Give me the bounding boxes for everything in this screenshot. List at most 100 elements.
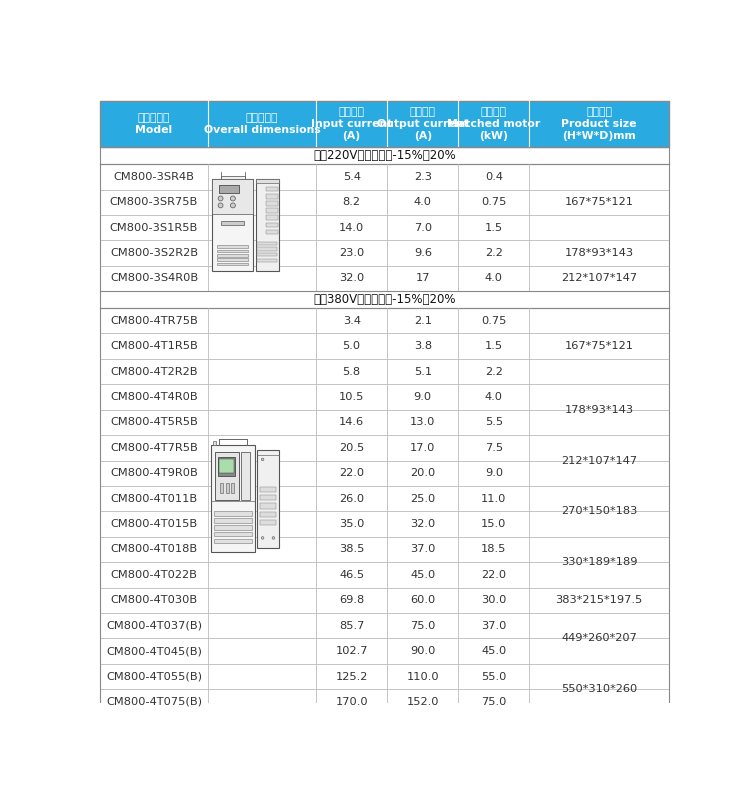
Text: 9.6: 9.6 bbox=[414, 248, 432, 258]
Text: 0.75: 0.75 bbox=[482, 198, 506, 207]
Text: 20.5: 20.5 bbox=[339, 443, 364, 453]
Text: CM800-3S4R0B: CM800-3S4R0B bbox=[110, 273, 198, 284]
Text: CM800-4T011B: CM800-4T011B bbox=[110, 494, 197, 504]
Bar bbox=[100, 101, 669, 147]
Text: CM800-4T5R5B: CM800-4T5R5B bbox=[110, 417, 198, 427]
Bar bbox=[100, 292, 669, 308]
Text: 3.8: 3.8 bbox=[414, 341, 432, 352]
Text: 3.4: 3.4 bbox=[343, 316, 361, 325]
Circle shape bbox=[230, 196, 236, 201]
Bar bbox=[266, 216, 278, 220]
Bar bbox=[100, 147, 669, 164]
Text: CM800-4T7R5B: CM800-4T7R5B bbox=[110, 443, 198, 453]
Text: 11.0: 11.0 bbox=[482, 494, 506, 504]
Text: 14.6: 14.6 bbox=[339, 417, 364, 427]
Text: 4.0: 4.0 bbox=[485, 392, 503, 402]
Text: 383*215*197.5: 383*215*197.5 bbox=[556, 596, 643, 605]
Bar bbox=[266, 194, 278, 198]
Circle shape bbox=[230, 203, 236, 208]
Text: 8.2: 8.2 bbox=[343, 198, 361, 207]
Text: 9.0: 9.0 bbox=[484, 468, 503, 478]
Text: 0.75: 0.75 bbox=[482, 316, 506, 325]
Bar bbox=[266, 230, 278, 235]
Text: 32.0: 32.0 bbox=[410, 519, 436, 529]
Bar bbox=[260, 512, 276, 517]
Bar bbox=[214, 441, 216, 446]
Text: 212*107*147: 212*107*147 bbox=[561, 273, 638, 284]
Text: 449*260*207: 449*260*207 bbox=[561, 634, 637, 643]
Text: 输入电流
Input current
(A): 输入电流 Input current (A) bbox=[311, 107, 392, 141]
Bar bbox=[217, 262, 248, 265]
Text: 30.0: 30.0 bbox=[482, 596, 506, 605]
Text: 60.0: 60.0 bbox=[410, 596, 436, 605]
Text: 5.0: 5.0 bbox=[343, 341, 361, 352]
Circle shape bbox=[272, 536, 274, 540]
Text: 2.2: 2.2 bbox=[485, 367, 502, 377]
Text: 167*75*121: 167*75*121 bbox=[565, 341, 634, 352]
Text: 4.0: 4.0 bbox=[485, 273, 503, 284]
Text: 110.0: 110.0 bbox=[406, 672, 439, 682]
Text: 125.2: 125.2 bbox=[335, 672, 368, 682]
Bar bbox=[221, 221, 244, 225]
Circle shape bbox=[261, 536, 264, 540]
Bar bbox=[257, 242, 278, 245]
Text: 9.0: 9.0 bbox=[414, 392, 432, 402]
Bar bbox=[260, 503, 276, 509]
Text: CM800-4T045(B): CM800-4T045(B) bbox=[106, 646, 202, 656]
Bar bbox=[214, 518, 252, 523]
Text: 4.0: 4.0 bbox=[414, 198, 432, 207]
Bar bbox=[217, 250, 248, 252]
Bar bbox=[214, 532, 252, 536]
Text: 37.0: 37.0 bbox=[410, 544, 436, 555]
Bar bbox=[257, 253, 278, 257]
Bar bbox=[260, 495, 276, 501]
Text: 26.0: 26.0 bbox=[339, 494, 364, 504]
Text: CM800-4T055(B): CM800-4T055(B) bbox=[106, 672, 202, 682]
Bar bbox=[214, 525, 252, 529]
Text: 178*93*143: 178*93*143 bbox=[565, 404, 634, 415]
Text: 46.5: 46.5 bbox=[339, 570, 364, 580]
Text: 2.3: 2.3 bbox=[414, 171, 432, 182]
Bar bbox=[257, 258, 278, 262]
Text: 69.8: 69.8 bbox=[339, 596, 364, 605]
Bar bbox=[266, 186, 278, 191]
Text: CM800-4T015B: CM800-4T015B bbox=[110, 519, 197, 529]
Text: 212*107*147: 212*107*147 bbox=[561, 456, 638, 465]
Text: 102.7: 102.7 bbox=[335, 646, 368, 656]
Bar bbox=[220, 483, 224, 492]
Bar bbox=[100, 308, 669, 715]
Text: CM800-4T075(B): CM800-4T075(B) bbox=[106, 697, 202, 707]
Bar bbox=[100, 101, 669, 147]
Text: 270*150*183: 270*150*183 bbox=[561, 506, 638, 517]
Text: 5.1: 5.1 bbox=[414, 367, 432, 377]
Text: 38.5: 38.5 bbox=[339, 544, 364, 555]
Text: 37.0: 37.0 bbox=[482, 621, 506, 630]
Bar bbox=[257, 247, 278, 250]
Text: 18.5: 18.5 bbox=[482, 544, 506, 555]
Text: 22.0: 22.0 bbox=[482, 570, 506, 580]
Circle shape bbox=[218, 196, 223, 201]
Bar bbox=[256, 179, 279, 183]
Text: CM800-4T2R2B: CM800-4T2R2B bbox=[110, 367, 198, 377]
Circle shape bbox=[261, 458, 264, 461]
Text: 5.4: 5.4 bbox=[343, 171, 361, 182]
Bar bbox=[219, 460, 234, 473]
Bar bbox=[241, 452, 250, 500]
Text: 三相380V电压范围：-15%～20%: 三相380V电压范围：-15%～20% bbox=[314, 293, 455, 306]
Bar bbox=[260, 520, 276, 525]
Text: CM800-3S2R2B: CM800-3S2R2B bbox=[110, 248, 198, 258]
Bar bbox=[218, 185, 239, 194]
Text: 适配电机
Matched motor
(kW): 适配电机 Matched motor (kW) bbox=[447, 107, 541, 141]
Text: 55.0: 55.0 bbox=[482, 672, 506, 682]
Bar bbox=[217, 258, 248, 261]
Bar bbox=[212, 179, 254, 271]
Text: 23.0: 23.0 bbox=[339, 248, 364, 258]
Text: 产品尺寸
Product size
(H*W*D)mm: 产品尺寸 Product size (H*W*D)mm bbox=[561, 107, 637, 141]
Text: CM800-4T4R0B: CM800-4T4R0B bbox=[110, 392, 198, 402]
Text: 170.0: 170.0 bbox=[335, 697, 368, 707]
Bar bbox=[211, 446, 254, 552]
Text: 5.5: 5.5 bbox=[484, 417, 503, 427]
Circle shape bbox=[218, 203, 223, 208]
Text: 7.0: 7.0 bbox=[414, 223, 432, 232]
Text: 22.0: 22.0 bbox=[339, 468, 364, 478]
